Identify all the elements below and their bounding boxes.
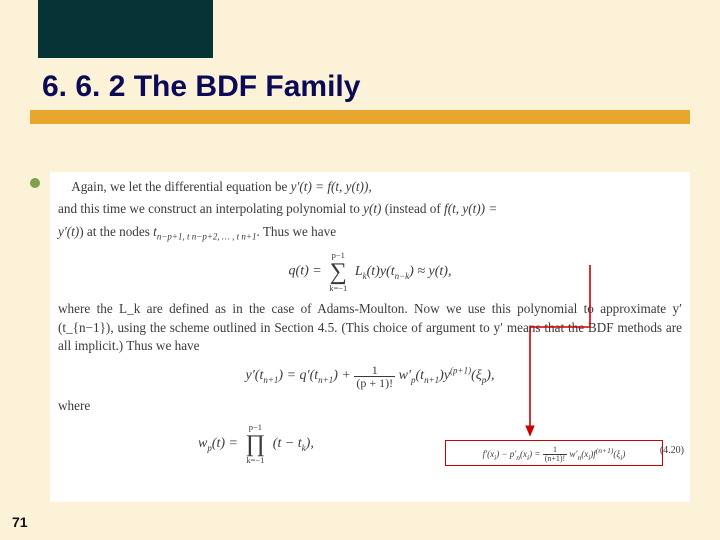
text: n−p+1, t n−p+2, … , t n+1: [157, 232, 257, 242]
text: y′(tn+1) = q′(tn+1) +: [246, 368, 355, 383]
text: Again, we let the differential equation …: [71, 179, 290, 194]
text: (instead of: [381, 201, 444, 216]
text: q(t) =: [289, 264, 326, 279]
title-underline: [30, 110, 690, 124]
text: Lk(t)y(tn−k) ≈ y(t),: [355, 264, 452, 279]
equation-q: q(t) = p−1 ∑ k=−1 Lk(t)y(tn−k) ≈ y(t),: [58, 251, 682, 292]
text: (t − tk),: [273, 436, 314, 451]
slide-title: 6. 6. 2 The BDF Family: [42, 70, 360, 104]
text: f′(xi) − p′n(xi) =: [483, 449, 543, 459]
text: w′p(tn+1)y(p+1)(ξp),: [399, 368, 495, 383]
text: wp(t) =: [198, 436, 242, 451]
text: y(t): [363, 201, 381, 216]
fraction: 1(n+1)!: [543, 446, 568, 463]
header-dark-block: [38, 0, 213, 58]
equation-yprime: y′(tn+1) = q′(tn+1) + 1 (p + 1)! w′p(tn+…: [58, 364, 682, 389]
para-4: where the L_k are defined as in the case…: [58, 300, 682, 355]
page-number: 71: [12, 514, 28, 530]
inline-eq: y′(t) = f(t, y(t)),: [291, 179, 372, 194]
slide: 6. 6. 2 The BDF Family Again, we let the…: [0, 0, 720, 540]
text: (p + 1)!: [354, 377, 395, 389]
fraction: 1 (p + 1)!: [354, 364, 395, 389]
text: y′(t): [58, 224, 79, 239]
text: ) at the nodes: [79, 224, 153, 239]
para-1: Again, we let the differential equation …: [58, 178, 682, 196]
text: k=−1: [329, 284, 347, 293]
bullet-icon: [30, 178, 40, 188]
para-3: y′(t)) at the nodes tn−p+1, t n−p+2, … ,…: [58, 223, 682, 243]
text: . Thus we have: [256, 224, 336, 239]
text: and this time we construct an interpolat…: [58, 201, 363, 216]
content-body: Again, we let the differential equation …: [50, 172, 690, 502]
prod-symbol: p−1 ∏ k=−1: [246, 423, 266, 464]
para-5: where: [58, 397, 682, 415]
equation-number: (4.20): [660, 444, 684, 458]
text: 1: [354, 364, 395, 377]
text: k=−1: [246, 456, 266, 465]
sum-symbol: p−1 ∑ k=−1: [329, 251, 347, 292]
text: f(t, y(t)) =: [444, 201, 497, 216]
text: w′n(xi)f(n+1)(ξi): [569, 449, 625, 459]
para-2: and this time we construct an interpolat…: [58, 200, 682, 218]
boxed-equation: f′(xi) − p′n(xi) = 1(n+1)! w′n(xi)f(n+1)…: [445, 440, 663, 466]
